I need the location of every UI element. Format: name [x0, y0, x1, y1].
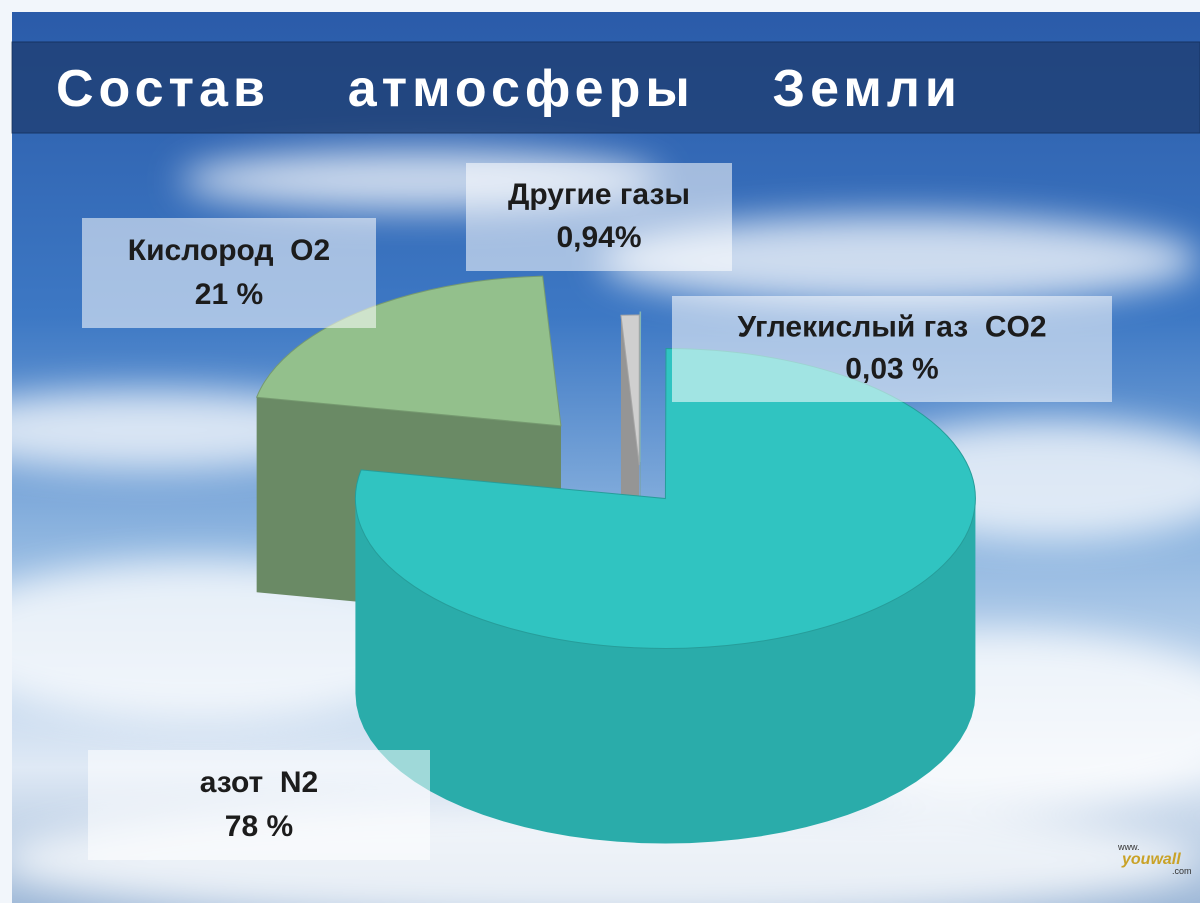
value-label: 21 % — [195, 278, 263, 311]
title-banner — [11, 41, 1200, 134]
value-label: 78 % — [225, 810, 293, 843]
slice-wall — [355, 498, 976, 844]
watermark: www. — [1117, 842, 1140, 852]
top-edge — [12, 0, 1200, 12]
label-box — [88, 750, 430, 860]
label-box — [82, 218, 376, 328]
value-label: 0,94% — [556, 221, 641, 254]
category-label: Кислород O2 — [128, 234, 330, 267]
label-box — [466, 163, 732, 271]
watermark: .com — [1172, 866, 1192, 876]
labels: Углекислый газ CO2 0,03 % азот N2 78 % Кисло… — [82, 163, 1112, 860]
watermark: youwall — [1121, 851, 1181, 868]
label-box — [672, 296, 1112, 402]
slice-top — [620, 314, 640, 466]
category-label: Углекислый газ CO2 — [737, 310, 1046, 343]
pie — [255, 275, 976, 844]
left-edge — [0, 0, 12, 903]
slice-top — [639, 311, 642, 463]
category-label: Другие газы — [508, 178, 690, 211]
value-label: 0,03 % — [845, 353, 938, 386]
category-label: азот N2 — [200, 766, 319, 799]
chart-title: Состав атмосферы Земли — [56, 60, 962, 118]
